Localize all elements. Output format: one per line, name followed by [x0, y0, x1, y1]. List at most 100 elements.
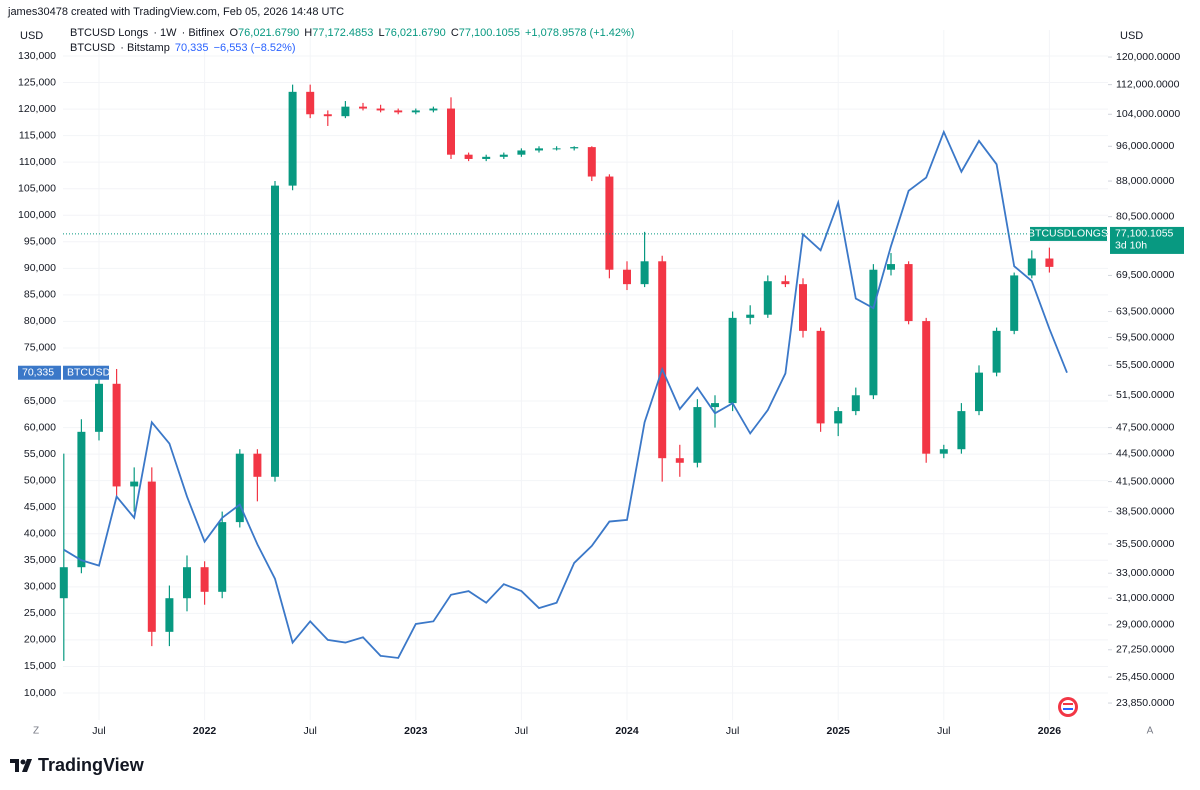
legend-ohlc-key: L: [378, 27, 385, 39]
legend-exchange: Bitfinex: [188, 27, 225, 39]
legend-last: 70,335: [174, 42, 209, 54]
candle-body: [218, 522, 227, 592]
y2-tick-label: 38,500.0000: [1116, 505, 1175, 517]
candle-body: [640, 261, 649, 285]
candle-body: [992, 330, 1001, 373]
y2-tick-label: 41,500.0000: [1116, 475, 1175, 487]
candle-body: [112, 383, 121, 487]
x-tick-label: Jul: [303, 725, 316, 737]
candle-body: [693, 407, 702, 463]
y-axis-unit: USD: [20, 30, 43, 42]
candle-body: [394, 110, 403, 113]
candle-body: [499, 154, 508, 157]
y2-axis-unit: USD: [1120, 30, 1143, 42]
y-tick-label: 45,000: [24, 501, 56, 513]
candle-body: [922, 321, 931, 454]
candle-body: [306, 91, 315, 115]
y2-tick-label: 35,500.0000: [1116, 538, 1175, 550]
candle-body: [763, 281, 772, 315]
auto-scale-button[interactable]: A: [1147, 726, 1154, 737]
legend-change: −6,553 (−8.52%): [213, 42, 296, 54]
y-tick-label: 95,000: [24, 236, 56, 248]
flag-icon: [1058, 697, 1078, 717]
y-tick-label: 80,000: [24, 315, 56, 327]
candle-body: [781, 281, 790, 285]
candle-body: [253, 453, 262, 477]
brand-logo: [10, 759, 32, 772]
candle-body: [147, 481, 156, 632]
candle-body: [200, 567, 209, 592]
candle-body: [975, 372, 983, 412]
y2-tick-label: 59,500.0000: [1116, 331, 1175, 343]
y-tick-label: 105,000: [18, 182, 56, 194]
candle-body: [95, 383, 103, 432]
y2-tick-label: 80,500.0000: [1116, 210, 1175, 222]
candle-body: [904, 264, 913, 322]
y-tick-label: 110,000: [19, 156, 56, 168]
legend-exchange: Bitstamp: [127, 42, 170, 54]
candle-body: [535, 148, 543, 151]
y2-tick-label: 31,000.0000: [1116, 592, 1175, 604]
candle-body: [1045, 258, 1054, 267]
legend-ohlc-value: 76,021.6790: [384, 27, 446, 39]
x-tick-label: 2026: [1038, 725, 1062, 737]
candle-body: [623, 269, 631, 285]
candle-body: [746, 314, 755, 318]
candle-body: [464, 154, 473, 159]
y2-tick-label: 88,000.0000: [1116, 175, 1175, 187]
legend-ohlc-value: 77,100.1055: [458, 27, 520, 39]
candle-body: [482, 156, 491, 159]
candle-body: [1010, 275, 1019, 331]
candle-body: [447, 108, 455, 155]
candle-body: [816, 330, 825, 424]
legend-row: BTCUSD · Bitstamp 70,335 −6,553 (−8.52%): [70, 42, 296, 54]
candle-body: [587, 147, 596, 177]
price-tag-bg: [18, 365, 61, 380]
candle-body: [165, 598, 174, 632]
y-tick-label: 40,000: [24, 528, 56, 540]
candle-body: [799, 284, 807, 331]
x-tick-label: Jul: [937, 725, 950, 737]
candle-body: [271, 185, 279, 477]
candle-body: [939, 449, 948, 454]
x-tick-label: Jul: [515, 725, 528, 737]
y-tick-label: 75,000: [24, 342, 56, 354]
y-tick-label: 60,000: [24, 421, 56, 433]
price-tag-name: BTCUSDLONGS: [1028, 228, 1108, 240]
y-tick-label: 90,000: [24, 262, 56, 274]
y-tick-label: 85,000: [24, 289, 56, 301]
candle-body: [411, 110, 420, 113]
candle-body: [851, 395, 860, 412]
zoom-button[interactable]: Z: [33, 726, 39, 737]
y-tick-label: 115,000: [19, 129, 56, 141]
y2-tick-label: 55,500.0000: [1116, 359, 1175, 371]
candle-body: [1027, 258, 1036, 276]
y-tick-label: 50,000: [24, 474, 56, 486]
y2-tick-label: 51,500.0000: [1116, 389, 1175, 401]
y2-tick-label: 25,450.0000: [1116, 671, 1175, 683]
y-tick-label: 15,000: [24, 660, 56, 672]
price-tag-name: BTCUSD: [67, 367, 111, 379]
price-tag-bg: [1030, 226, 1107, 241]
legend-change: +1,078.9578 (+1.42%): [525, 27, 635, 39]
price-tag-value: 77,100.1055: [1115, 228, 1174, 240]
candle-body: [376, 108, 385, 111]
y-tick-label: 120,000: [18, 103, 56, 115]
legend-name: BTCUSD: [70, 42, 116, 54]
y2-tick-label: 69,500.0000: [1116, 269, 1175, 281]
candle-body: [429, 108, 438, 111]
candle-body: [517, 150, 526, 155]
legend-name: BTCUSD Longs: [70, 27, 149, 39]
header-text: james30478 created with TradingView.com,…: [7, 6, 344, 18]
y-tick-label: 10,000: [24, 687, 56, 699]
y-tick-label: 55,000: [24, 448, 56, 460]
candle-body: [288, 91, 297, 186]
candle-body: [552, 148, 561, 150]
legend-interval: 1W: [160, 27, 177, 39]
y-tick-label: 65,000: [24, 395, 56, 407]
price-tag-bg: [63, 365, 109, 380]
brand-name: TradingView: [38, 755, 145, 775]
